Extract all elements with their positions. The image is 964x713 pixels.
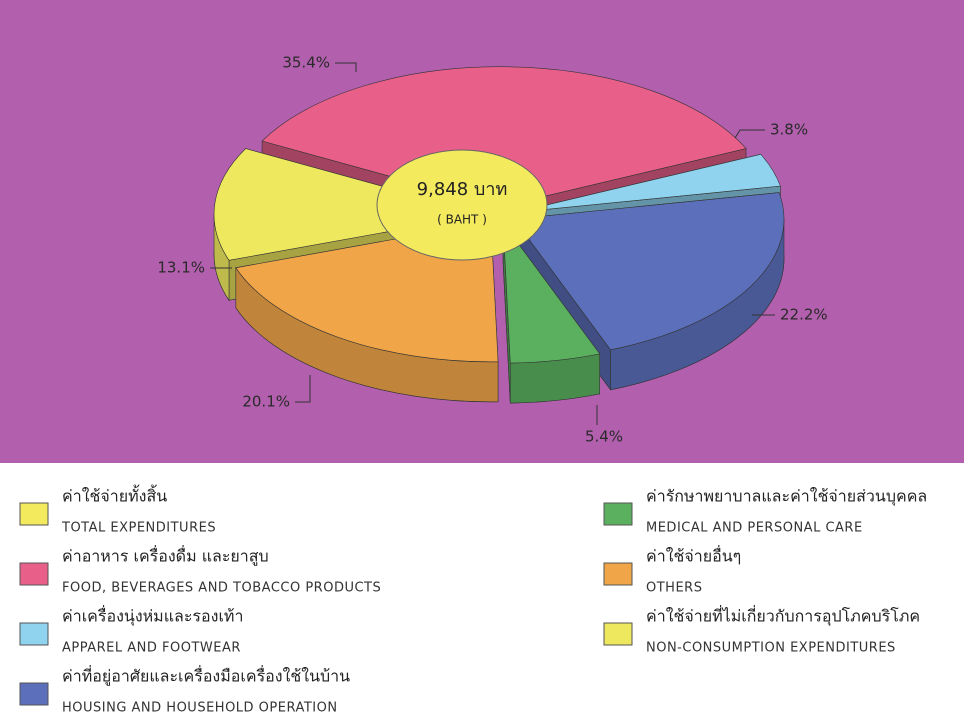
leader-line <box>734 129 765 139</box>
legend-label: TOTAL EXPENDITURES <box>61 521 216 536</box>
value-label: 13.1% <box>157 259 205 277</box>
legend-label: MEDICAL AND PERSONAL CARE <box>646 521 863 536</box>
legend-swatch <box>19 622 49 646</box>
leader-line <box>295 375 311 403</box>
legend-thai: ค่าเครื่องนุ่งห่มและรองเท้า <box>62 605 243 627</box>
legend-thai: ค่าที่อยู่อาศัยและเครื่องมือเครื่องใช้ใน… <box>62 665 350 687</box>
legend-label: HOUSING AND HOUSEHOLD OPERATION <box>62 701 338 713</box>
slice <box>515 153 781 213</box>
leader-line <box>335 62 357 72</box>
legend-swatch <box>19 502 49 526</box>
value-label: 3.8% <box>770 121 808 139</box>
legend-thai: ค่าใช้จ่ายทั้งสิ้น <box>62 485 167 506</box>
legend-thai: ค่าใช้จ่ายที่ไม่เกี่ยวกับการอุปโภคบริโภค <box>646 605 920 627</box>
legend-label: FOOD, BEVERAGES AND TOBACCO PRODUCTS <box>62 581 381 596</box>
legend-swatch <box>603 622 633 646</box>
legend-thai: ค่ารักษาพยาบาลและค่าใช้จ่ายส่วนบุคคล <box>646 487 927 507</box>
legend-swatch <box>603 502 633 526</box>
slice <box>261 66 747 208</box>
center-ellipse <box>376 149 548 261</box>
legend-thai: ค่าอาหาร เครื่องดื่ม และยาสูบ <box>62 545 269 567</box>
value-label: 20.1% <box>242 393 290 411</box>
value-label: 22.2% <box>780 306 828 324</box>
slice <box>213 148 485 261</box>
value-label: 5.4% <box>585 428 623 446</box>
center-sublabel: ( BAHT ) <box>437 213 487 227</box>
slice <box>502 222 601 364</box>
legend-label: OTHERS <box>646 581 702 596</box>
legend-label: APPAREL AND FOOTWEAR <box>62 641 241 656</box>
center-label: 9,848 บาท <box>417 179 508 200</box>
legend-thai: ค่าใช้จ่ายอื่นๆ <box>646 545 741 566</box>
legend-swatch <box>19 682 49 706</box>
legend-swatch <box>603 562 633 586</box>
value-label: 35.4% <box>282 54 330 72</box>
legend-label: NON-CONSUMPTION EXPENDITURES <box>646 641 896 656</box>
legend-swatch <box>19 562 49 586</box>
slice <box>513 192 785 351</box>
